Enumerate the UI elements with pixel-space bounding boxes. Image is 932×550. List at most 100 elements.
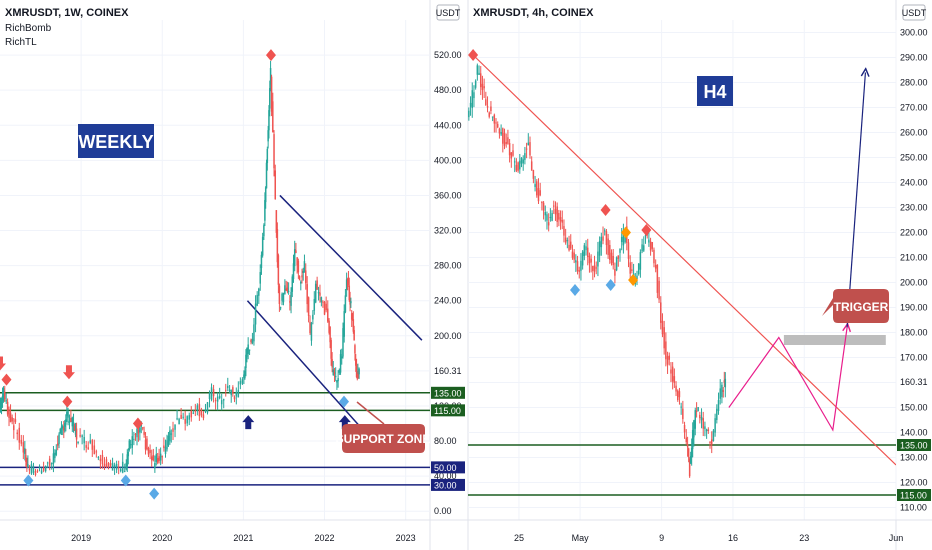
candle-body	[603, 230, 606, 232]
candle-body	[610, 252, 613, 264]
candle-body	[598, 241, 601, 256]
candle-body	[479, 73, 482, 88]
candle-body	[279, 307, 282, 309]
candle-body	[320, 297, 323, 303]
left-y-axis[interactable]: 0.0040.0080.00120.00160.00200.00240.0028…	[434, 50, 462, 516]
candle-body	[274, 170, 276, 200]
candle-body	[176, 418, 178, 420]
h4-chart-panel[interactable]: 110.00120.00130.00140.00150.00160.00170.…	[467, 0, 932, 550]
candle-body	[723, 380, 726, 383]
candle-body	[580, 260, 582, 271]
candle-body	[113, 464, 116, 467]
candle-body	[496, 124, 499, 128]
candle-body	[614, 268, 616, 276]
candle-body	[532, 170, 535, 179]
candle-body	[71, 417, 74, 427]
candle-body	[79, 435, 81, 437]
candle-body	[568, 244, 570, 251]
candle-body	[99, 458, 102, 462]
candle-body	[358, 368, 360, 375]
y-tick-label: 220.00	[900, 228, 928, 238]
candle-body	[296, 257, 298, 266]
candle-body	[314, 283, 317, 303]
x-tick-label: 16	[728, 533, 738, 543]
candle-body	[27, 464, 29, 468]
right-x-axis[interactable]: 25 May 9 16 23 Jun	[468, 519, 932, 543]
price-badge-label: 30.00	[434, 480, 457, 490]
candle-body	[244, 370, 246, 379]
candle-body	[73, 425, 76, 431]
x-tick-label: 25	[514, 533, 524, 543]
right-currency-badge[interactable]	[902, 4, 926, 21]
candle-body	[297, 260, 300, 273]
left-x-axis[interactable]: 2019 2020 2021 2022 2023	[0, 519, 468, 543]
x-tick-label: 2019	[71, 533, 91, 543]
projection-zigzag	[728, 328, 847, 432]
candle-body	[55, 449, 58, 455]
candle-body	[556, 206, 558, 222]
candle-body	[306, 284, 308, 305]
candle-body	[573, 252, 575, 260]
candle-body	[97, 457, 100, 459]
candle-body	[169, 430, 171, 442]
candle-body	[627, 242, 630, 259]
candle-body	[675, 385, 677, 392]
candle-body	[694, 410, 696, 429]
support-zone-callout	[342, 424, 425, 453]
candle-body	[590, 258, 592, 263]
candle-body	[609, 244, 611, 260]
candle-body	[87, 447, 89, 450]
signal-diamond	[605, 279, 616, 291]
signal-diamond	[600, 204, 611, 216]
candle-body	[58, 434, 60, 444]
candle-body	[295, 250, 297, 253]
candle-body	[89, 440, 92, 443]
candle-body	[128, 440, 131, 450]
candle-body	[310, 323, 313, 341]
candle-body	[346, 278, 349, 287]
candle-body	[0, 402, 3, 408]
candle-body	[174, 424, 176, 430]
y-tick-label: 290.00	[900, 53, 928, 63]
candle-body	[28, 469, 31, 471]
candle-body	[553, 205, 555, 207]
candle-body	[639, 252, 642, 270]
right-y-axis[interactable]: 110.00120.00130.00140.00150.00160.00170.…	[900, 28, 928, 513]
candle-body	[525, 148, 528, 150]
signal-diamond	[1, 373, 12, 386]
weekly-chart-panel[interactable]: 0.0040.0080.00120.00160.00200.00240.0028…	[0, 0, 468, 550]
candle-body	[4, 391, 6, 400]
price-badge-label: 115.00	[900, 491, 927, 501]
candle-body	[328, 320, 330, 333]
candle-body	[9, 412, 12, 423]
candle-body	[653, 249, 655, 264]
left-currency-badge[interactable]	[436, 4, 460, 21]
price-badge-box	[431, 461, 465, 474]
candle-body	[292, 263, 295, 280]
candle-body	[194, 410, 197, 412]
candle-body	[563, 226, 565, 236]
right-plot-area[interactable]	[468, 0, 896, 520]
candle-body	[316, 280, 318, 290]
candle-body	[636, 275, 638, 280]
candle-body	[612, 255, 614, 266]
candle-body	[154, 463, 156, 469]
candle-body	[333, 372, 336, 375]
candle-body	[18, 427, 21, 443]
signal-diamond	[265, 49, 276, 62]
candle-body	[289, 301, 291, 303]
candle-body	[709, 441, 711, 444]
candle-body	[575, 260, 577, 263]
left-candles	[0, 60, 360, 477]
candle-body	[200, 409, 203, 416]
y-tick-label: 300.00	[900, 28, 928, 38]
candle-body	[64, 423, 66, 427]
price-badge-box	[897, 375, 931, 388]
candle-body	[617, 255, 620, 259]
candle-body	[273, 134, 275, 169]
candle-body	[32, 465, 35, 473]
candle-body	[644, 235, 647, 237]
signal-arrow	[242, 415, 255, 430]
candle-body	[722, 390, 725, 392]
channel-line	[279, 194, 423, 341]
